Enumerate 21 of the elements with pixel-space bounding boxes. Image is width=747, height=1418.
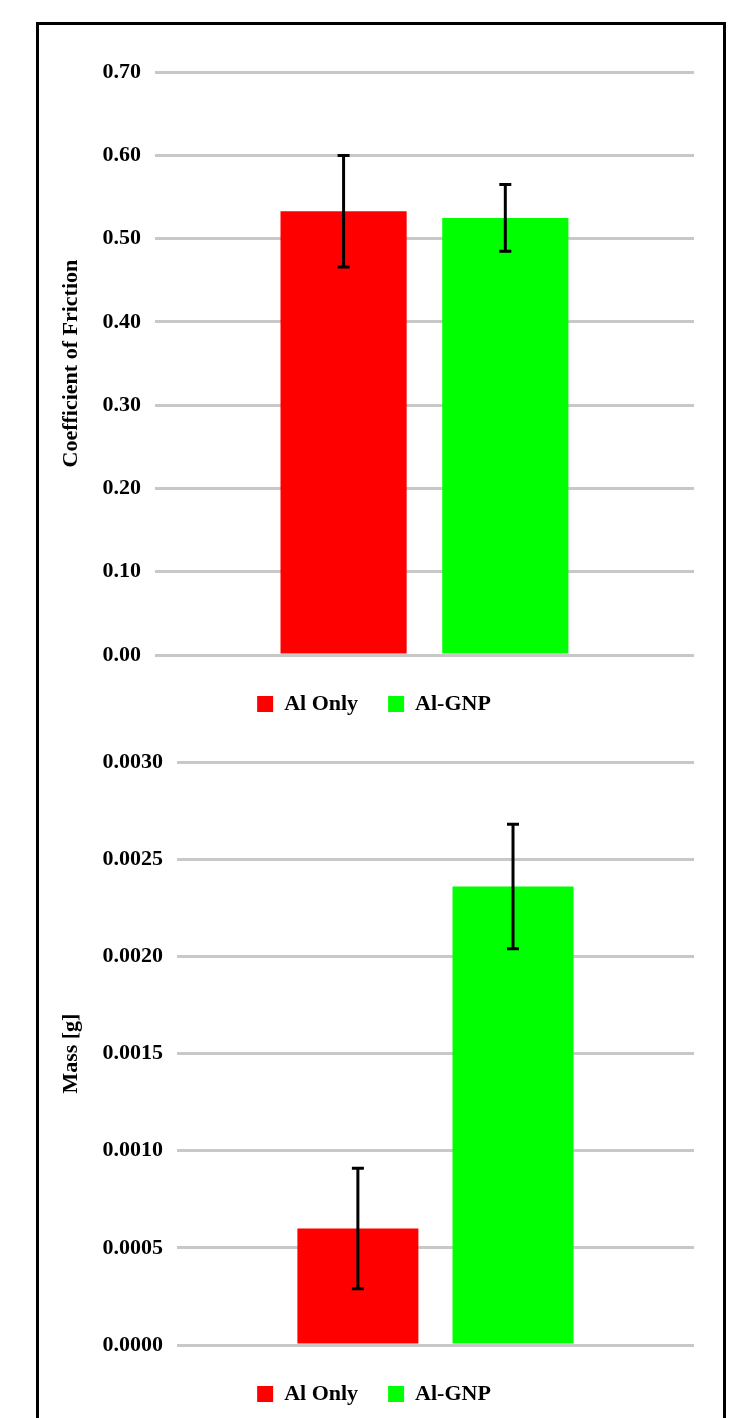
y-tick-label: 0.0005 (102, 1233, 163, 1259)
y-tick-label: 0.10 (102, 557, 141, 583)
y-axis-title: Coefficient of Friction (56, 259, 82, 468)
y-axis-title: Mass [g] (56, 1013, 82, 1094)
y-tick-label: 0.40 (102, 307, 141, 333)
legend-label: Al Only (284, 1379, 359, 1405)
y-tick-label: 0.30 (102, 390, 141, 416)
y-tick-label: 0.0025 (102, 845, 163, 871)
y-tick-label: 0.0020 (102, 942, 163, 968)
legend-label: Al-GNP (415, 1379, 491, 1405)
y-tick-label: 0.00 (102, 640, 141, 666)
y-tick-label: 0.60 (102, 141, 141, 167)
y-tick-label: 0.0030 (102, 747, 163, 773)
legend-label: Al Only (284, 689, 359, 715)
y-tick-label: 0.0015 (102, 1039, 163, 1065)
y-tick-label: 0.0010 (102, 1136, 163, 1162)
y-tick-label: 0.20 (102, 474, 141, 500)
y-tick-label: 0.0000 (102, 1330, 163, 1356)
y-tick-label: 0.50 (102, 224, 141, 250)
y-tick-label: 0.70 (102, 57, 141, 83)
legend-label: Al-GNP (415, 689, 491, 715)
